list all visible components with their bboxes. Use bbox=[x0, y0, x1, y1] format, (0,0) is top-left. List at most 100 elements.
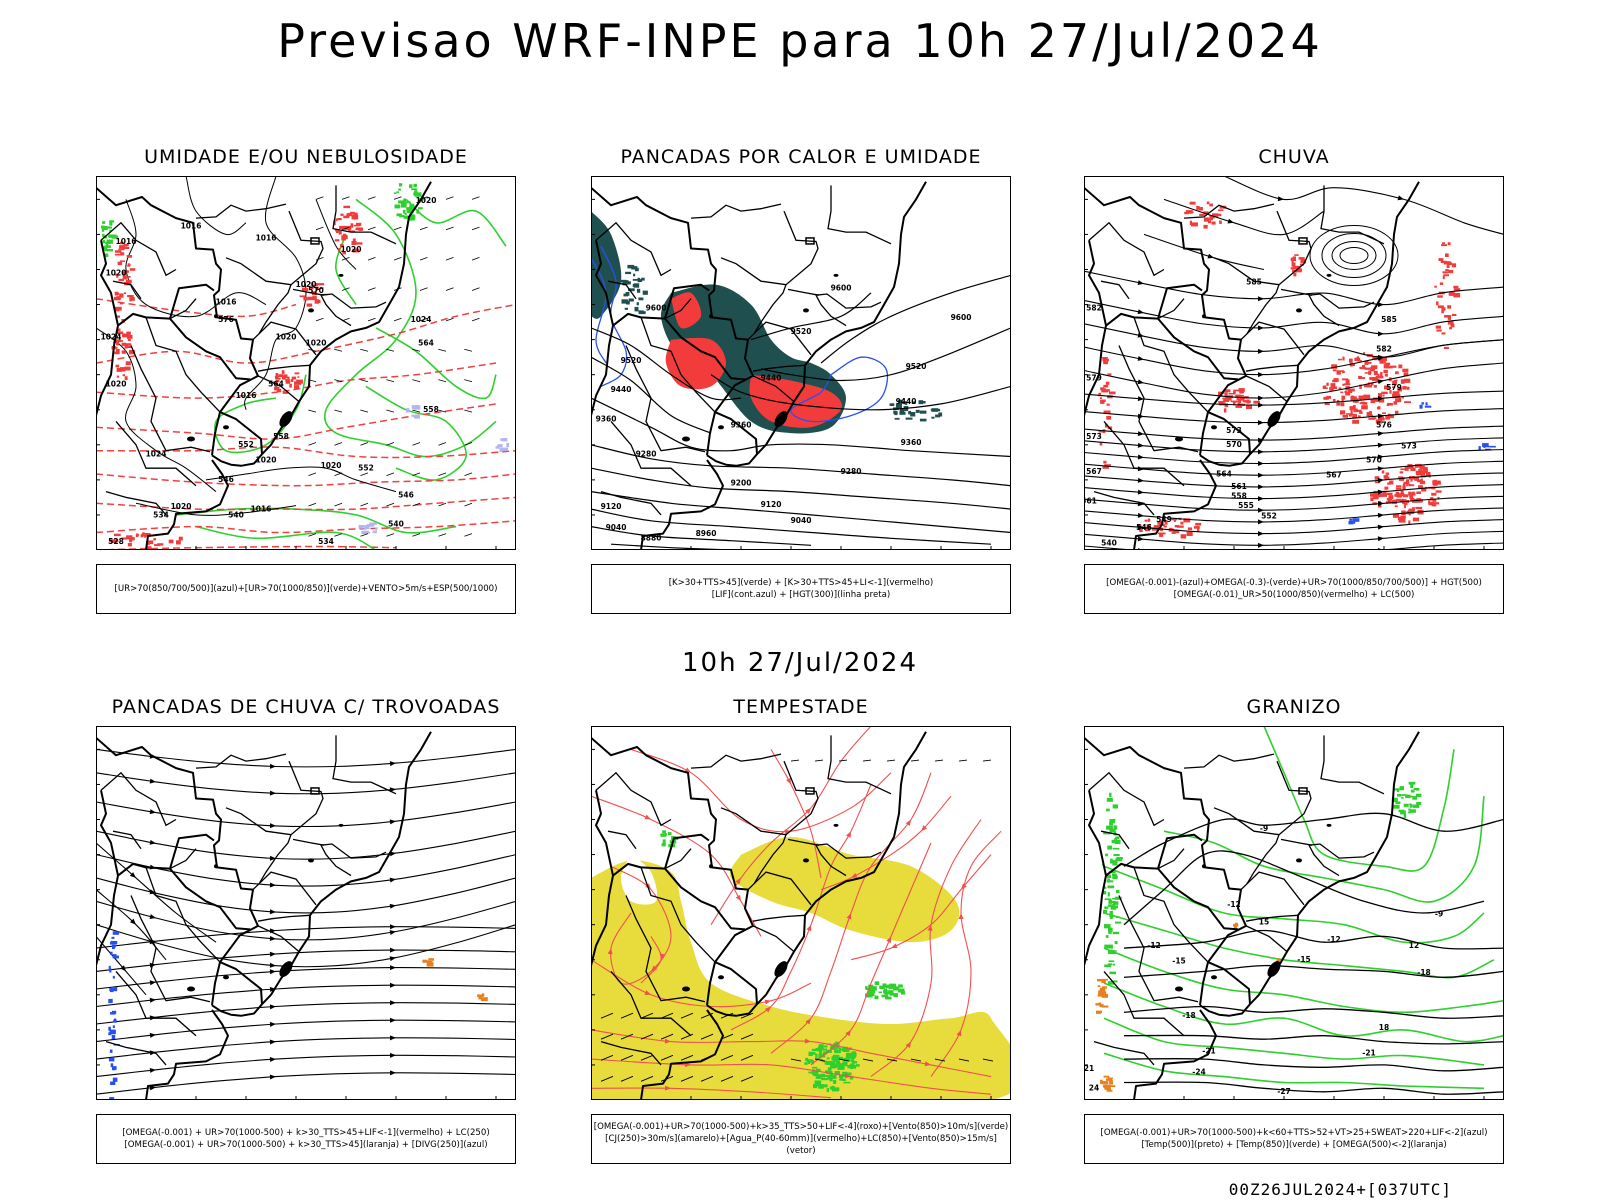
streamline bbox=[96, 924, 516, 968]
state-border bbox=[1280, 288, 1313, 296]
field-cell bbox=[804, 1062, 808, 1065]
wind-vector bbox=[367, 317, 376, 322]
flow-arrow bbox=[149, 980, 156, 986]
field-cell bbox=[1363, 352, 1366, 355]
flow-arrow bbox=[927, 924, 933, 932]
contour-label: -24 bbox=[1192, 1067, 1206, 1076]
field-cell bbox=[110, 1081, 116, 1085]
contour-label: 564 bbox=[1216, 469, 1232, 478]
flow-arrow bbox=[389, 982, 396, 988]
wind-vector bbox=[412, 472, 421, 476]
field-cell bbox=[1107, 878, 1110, 883]
field-cell bbox=[814, 1081, 821, 1085]
field-cell bbox=[1359, 384, 1362, 389]
field-cell bbox=[178, 536, 183, 541]
state-border bbox=[1093, 1040, 1155, 1066]
field-cell bbox=[1373, 370, 1378, 376]
coastlines bbox=[96, 181, 432, 550]
field-cell bbox=[1097, 1010, 1102, 1014]
lake bbox=[803, 858, 809, 863]
field-cell bbox=[1103, 410, 1111, 414]
field-cell bbox=[633, 273, 636, 277]
country-border bbox=[96, 736, 263, 1005]
high-humidity bbox=[406, 405, 421, 419]
field-cell bbox=[119, 245, 125, 249]
field-cell bbox=[1109, 1085, 1116, 1087]
field-cell bbox=[1372, 356, 1378, 360]
field-cell bbox=[1144, 519, 1148, 522]
wind-vector bbox=[308, 472, 317, 476]
field-cell bbox=[1341, 395, 1346, 400]
wind-vector bbox=[862, 1058, 874, 1062]
field-cell bbox=[1358, 415, 1361, 417]
field-cell bbox=[833, 1057, 839, 1062]
thickness-contour bbox=[96, 303, 516, 364]
state-border bbox=[100, 221, 177, 277]
closed-contour bbox=[1309, 224, 1399, 286]
field-cell bbox=[341, 235, 348, 240]
lagoa-dos-patos bbox=[279, 961, 293, 978]
field-cell bbox=[1371, 365, 1378, 369]
wind-vector bbox=[740, 1012, 754, 1019]
state-border bbox=[752, 364, 806, 372]
field-cell bbox=[919, 410, 927, 414]
field-cell bbox=[1113, 825, 1118, 830]
field-cell bbox=[1450, 323, 1455, 328]
flow-arrow bbox=[607, 948, 613, 955]
contour-label: 585 bbox=[1381, 315, 1397, 324]
flow-arrow bbox=[269, 855, 276, 861]
field-cell bbox=[1102, 389, 1110, 392]
strong-instability-area bbox=[665, 337, 726, 390]
field-cell bbox=[1402, 483, 1406, 488]
field-cell bbox=[835, 1046, 840, 1049]
field-cell bbox=[1392, 386, 1396, 388]
streamline bbox=[96, 1054, 516, 1078]
field-cell bbox=[1418, 485, 1423, 489]
field-cell bbox=[888, 990, 894, 994]
field-cell bbox=[874, 995, 879, 1000]
contour-label: 9360 bbox=[596, 414, 617, 423]
state-border bbox=[257, 914, 311, 922]
contour-label: 1020 bbox=[306, 338, 327, 347]
contour-label: 552 bbox=[358, 464, 374, 473]
field-cell bbox=[839, 1078, 846, 1081]
field-cell bbox=[126, 343, 132, 346]
wind-vector bbox=[958, 759, 968, 762]
field-cell bbox=[111, 1034, 116, 1040]
lake bbox=[187, 436, 195, 442]
field-cell bbox=[1098, 992, 1102, 995]
field-cell bbox=[113, 533, 121, 537]
streamline bbox=[1084, 448, 1504, 465]
field-cell bbox=[398, 183, 403, 187]
field-cell bbox=[1109, 950, 1117, 952]
field-cell bbox=[117, 331, 124, 334]
field-cell bbox=[1329, 387, 1334, 391]
field-cell bbox=[1437, 496, 1440, 500]
wind-vector bbox=[367, 196, 376, 200]
field-cell bbox=[1373, 495, 1379, 500]
streamline bbox=[630, 748, 892, 833]
contour-label: 552 bbox=[238, 440, 254, 449]
isobars bbox=[96, 176, 397, 516]
state-border bbox=[595, 771, 672, 827]
field-cell bbox=[1363, 384, 1370, 388]
flow-arrow bbox=[958, 913, 964, 919]
field-cell bbox=[121, 350, 126, 354]
field-cell bbox=[1102, 1081, 1109, 1085]
field-cell bbox=[101, 229, 105, 232]
field-cell bbox=[414, 190, 418, 194]
field-cell bbox=[122, 246, 130, 249]
field-cell bbox=[1483, 443, 1486, 448]
strong-wind-850 bbox=[865, 981, 906, 1000]
wind-vector bbox=[471, 196, 480, 200]
field-cell bbox=[1417, 479, 1422, 483]
field-cell bbox=[1228, 393, 1236, 395]
field-cell bbox=[366, 524, 369, 527]
state-border bbox=[115, 970, 197, 1037]
field-cell bbox=[312, 284, 318, 287]
temp500-contour bbox=[1123, 812, 1504, 867]
field-cell bbox=[624, 307, 628, 310]
field-cell bbox=[901, 991, 906, 995]
field-cell bbox=[637, 277, 641, 283]
field-cell bbox=[342, 251, 346, 255]
